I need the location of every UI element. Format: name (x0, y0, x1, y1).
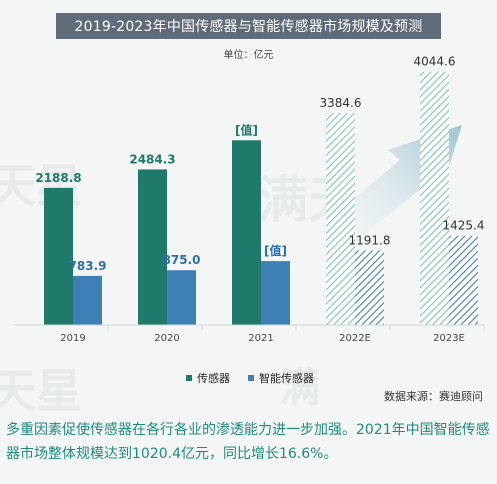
data-label-sensor-2020: 2484.3 (129, 152, 175, 166)
bar-smart-sensor-2020 (167, 270, 196, 325)
bar-smart-sensor-2022E (355, 250, 384, 325)
data-label-sensor-2023E: 4044.6 (414, 55, 456, 69)
unit-label: 单位：亿元 (223, 50, 274, 61)
data-label-sensor-2019: 2188.8 (35, 171, 81, 185)
bar-sensor-2020 (138, 169, 167, 325)
bar-smart-sensor-2019 (73, 275, 102, 325)
bar-sensor-2023E (420, 71, 449, 325)
data-label-smart-sensor-2023E: 1425.4 (443, 219, 485, 233)
legend-label-smart-sensor: 智能传感器 (259, 372, 314, 385)
legend-swatch-sensor (186, 375, 192, 381)
data-label-sensor-2021: [值] (235, 122, 258, 137)
x-tick-label-2023E: 2023E (433, 333, 465, 344)
bar-sensor-2022E (326, 113, 355, 325)
caption-text: 多重因素促使传感器在各行各业的渗透能力进一步加强。2021年中国智能传感器市场整… (6, 422, 490, 462)
source-note: 数据来源：赛迪顾问 (384, 390, 483, 403)
x-tick-label-2020: 2020 (154, 333, 179, 344)
x-tick-label-2021: 2021 (248, 333, 273, 344)
chart-title: 2019-2023年中国传感器与智能传感器市场规模及预测 (56, 13, 441, 39)
bar-smart-sensor-2021 (261, 261, 290, 325)
data-label-smart-sensor-2020: 875.0 (163, 253, 201, 267)
legend-swatch-smart-sensor (248, 375, 254, 381)
legend-item-smart-sensor: 智能传感器 (248, 370, 314, 386)
legend-item-sensor: 传感器 (186, 370, 230, 386)
bar-sensor-2019 (44, 187, 73, 325)
bar-sensor-2021 (232, 140, 261, 325)
bar-smart-sensor-2023E (449, 235, 478, 325)
legend-label-sensor: 传感器 (197, 372, 230, 385)
data-label-smart-sensor-2022E: 1191.8 (349, 233, 391, 247)
data-label-smart-sensor-2019: 783.9 (69, 259, 107, 273)
x-tick-label-2019: 2019 (60, 333, 85, 344)
bar-chart: 2188.8 783.9 2484.3 875.0 [值] [值] 3384.6 1191.8… (14, 55, 485, 344)
legend: 传感器 智能传感器 (186, 370, 314, 386)
data-label-smart-sensor-2021: [值] (264, 243, 287, 258)
x-tick-label-2022E: 2022E (339, 333, 371, 344)
data-label-sensor-2022E: 3384.6 (320, 96, 362, 110)
